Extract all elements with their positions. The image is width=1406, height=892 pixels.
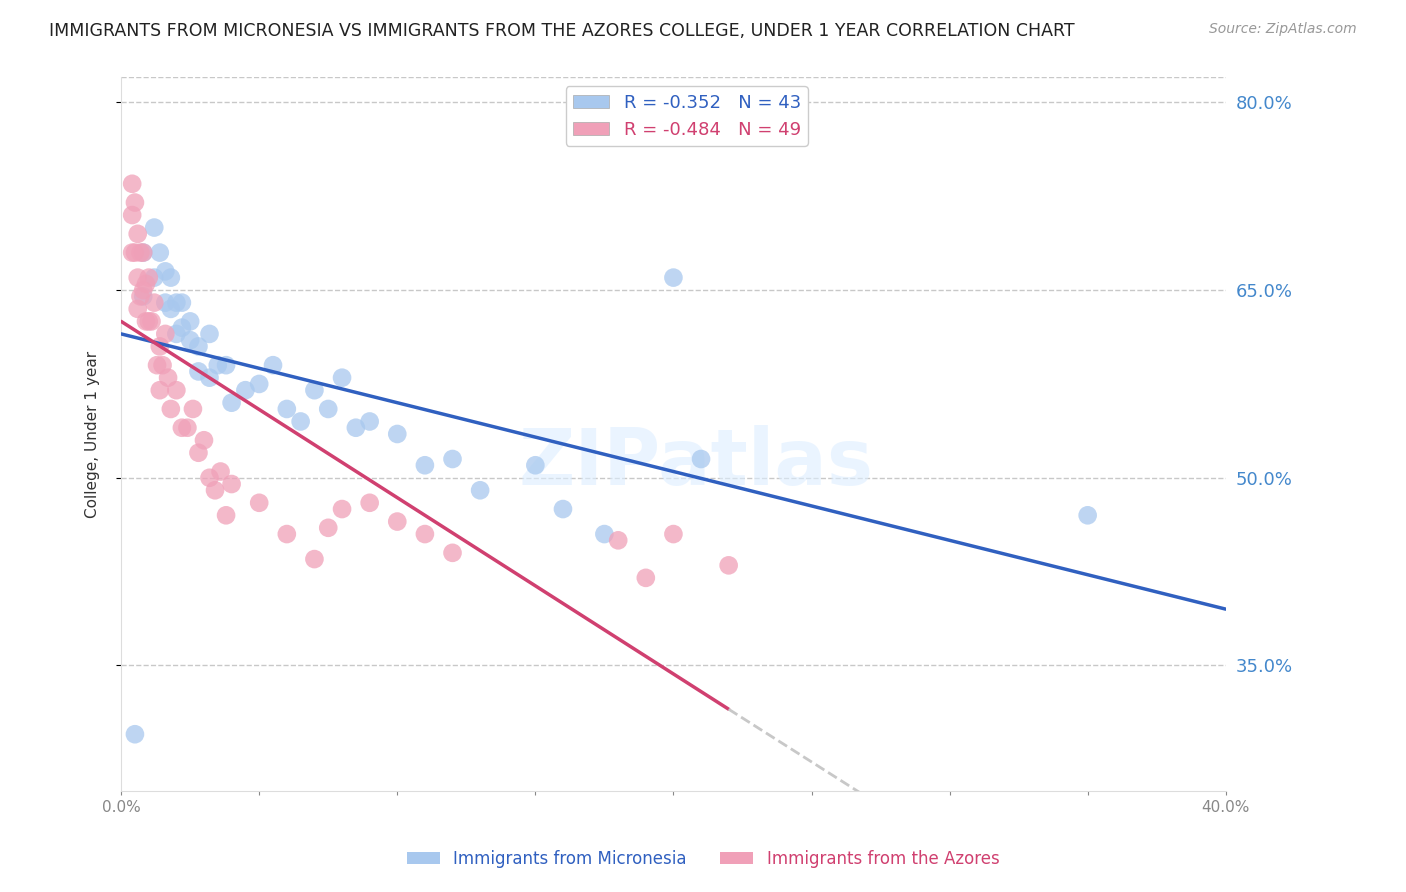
Point xyxy=(155,326,177,341)
Point xyxy=(179,314,201,328)
Point xyxy=(359,496,381,510)
Legend: Immigrants from Micronesia, Immigrants from the Azores: Immigrants from Micronesia, Immigrants f… xyxy=(399,844,1007,875)
Point xyxy=(221,477,243,491)
Point xyxy=(413,527,436,541)
Point xyxy=(160,401,183,416)
Text: Source: ZipAtlas.com: Source: ZipAtlas.com xyxy=(1209,22,1357,37)
Point xyxy=(143,220,166,235)
Point xyxy=(149,339,172,353)
Text: IMMIGRANTS FROM MICRONESIA VS IMMIGRANTS FROM THE AZORES COLLEGE, UNDER 1 YEAR C: IMMIGRANTS FROM MICRONESIA VS IMMIGRANTS… xyxy=(49,22,1074,40)
Point xyxy=(247,496,270,510)
Point xyxy=(441,452,464,467)
Point xyxy=(717,558,740,573)
Point xyxy=(330,502,353,516)
Point xyxy=(524,458,547,473)
Point xyxy=(127,301,149,316)
Point xyxy=(176,421,198,435)
Point xyxy=(124,195,146,210)
Point xyxy=(262,358,284,372)
Point xyxy=(198,326,221,341)
Point xyxy=(179,333,201,347)
Point xyxy=(143,270,166,285)
Point xyxy=(127,227,149,241)
Point xyxy=(157,370,180,384)
Point xyxy=(155,295,177,310)
Point xyxy=(204,483,226,498)
Point xyxy=(221,395,243,409)
Point xyxy=(215,358,238,372)
Point xyxy=(187,364,209,378)
Point xyxy=(121,245,143,260)
Point xyxy=(135,314,157,328)
Point xyxy=(215,508,238,523)
Point xyxy=(634,571,657,585)
Point xyxy=(187,446,209,460)
Point xyxy=(359,415,381,429)
Point xyxy=(165,383,187,397)
Point xyxy=(690,452,713,467)
Point xyxy=(662,527,685,541)
Point xyxy=(149,383,172,397)
Point xyxy=(121,177,143,191)
Point xyxy=(170,295,193,310)
Point xyxy=(290,415,312,429)
Point xyxy=(132,245,155,260)
Point xyxy=(165,326,187,341)
Point xyxy=(135,277,157,291)
Point xyxy=(551,502,574,516)
Point xyxy=(316,401,339,416)
Point xyxy=(138,270,160,285)
Point xyxy=(198,471,221,485)
Point xyxy=(160,301,183,316)
Point xyxy=(198,370,221,384)
Point xyxy=(170,320,193,334)
Point xyxy=(170,421,193,435)
Point xyxy=(143,295,166,310)
Point xyxy=(124,245,146,260)
Point xyxy=(235,383,257,397)
Point xyxy=(413,458,436,473)
Point xyxy=(207,358,229,372)
Point xyxy=(187,339,209,353)
Point xyxy=(316,521,339,535)
Point xyxy=(468,483,491,498)
Point xyxy=(209,465,232,479)
Point xyxy=(662,270,685,285)
Point xyxy=(132,289,155,303)
Point xyxy=(165,295,187,310)
Point xyxy=(138,314,160,328)
Y-axis label: College, Under 1 year: College, Under 1 year xyxy=(86,351,100,517)
Point xyxy=(304,383,326,397)
Point xyxy=(141,314,163,328)
Point xyxy=(387,427,409,442)
Point xyxy=(441,546,464,560)
Legend: R = -0.352   N = 43, R = -0.484   N = 49: R = -0.352 N = 43, R = -0.484 N = 49 xyxy=(565,87,808,146)
Point xyxy=(607,533,630,548)
Point xyxy=(1077,508,1099,523)
Point xyxy=(304,552,326,566)
Point xyxy=(121,208,143,222)
Point xyxy=(155,264,177,278)
Point xyxy=(387,515,409,529)
Point xyxy=(129,245,152,260)
Point xyxy=(276,527,298,541)
Point xyxy=(193,434,215,448)
Point xyxy=(344,421,367,435)
Text: ZIPatlas: ZIPatlas xyxy=(517,425,873,500)
Point xyxy=(160,270,183,285)
Point xyxy=(330,370,353,384)
Point xyxy=(132,245,155,260)
Point xyxy=(181,401,204,416)
Point xyxy=(146,358,169,372)
Point xyxy=(124,727,146,741)
Point xyxy=(593,527,616,541)
Point xyxy=(276,401,298,416)
Point xyxy=(152,358,174,372)
Point xyxy=(247,376,270,391)
Point xyxy=(127,270,149,285)
Point xyxy=(129,289,152,303)
Point xyxy=(149,245,172,260)
Point xyxy=(132,283,155,297)
